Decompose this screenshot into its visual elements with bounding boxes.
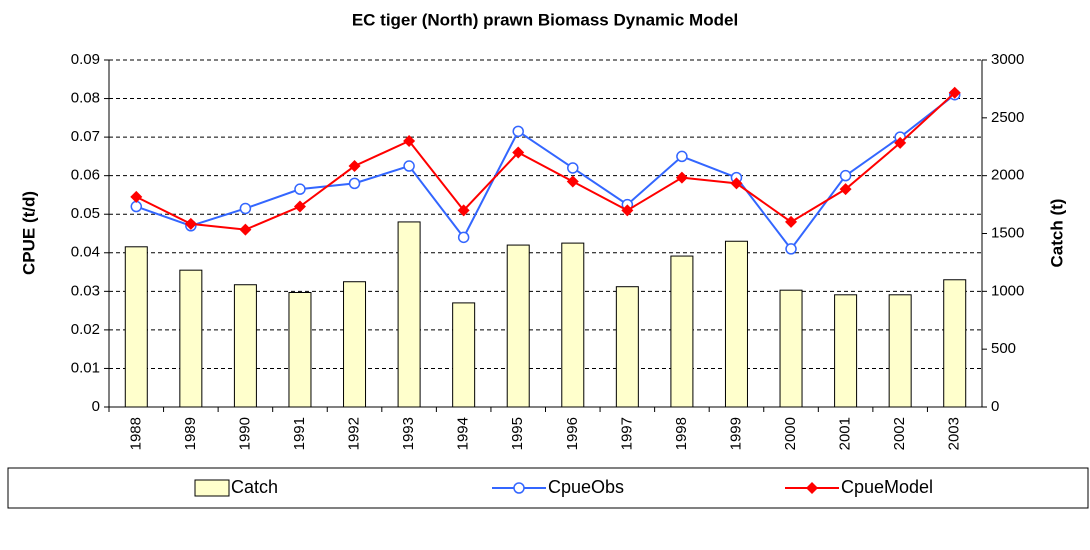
bar [561, 242, 585, 408]
y2-axis-title: Catch (t) [1047, 199, 1066, 268]
y2-tick-label: 3000 [991, 51, 1024, 68]
point [621, 204, 634, 217]
y2-tick-label: 500 [991, 340, 1016, 357]
legend-label: Catch [231, 477, 278, 497]
x-tick-label: 1994 [455, 417, 472, 450]
point [839, 169, 852, 182]
point [239, 223, 252, 236]
bar [288, 291, 312, 408]
point [948, 86, 961, 99]
x-tick-label: 1999 [727, 417, 744, 450]
y-tick-label: 0.01 [71, 359, 100, 376]
bar [779, 289, 803, 408]
x-tick-label: 2002 [891, 417, 908, 450]
x-tick-label: 2003 [946, 417, 963, 450]
point [512, 146, 525, 159]
bar [124, 246, 148, 408]
point [403, 134, 416, 147]
y2-tick-label: 2500 [991, 109, 1024, 126]
point [785, 215, 798, 228]
legend-marker [806, 482, 818, 494]
y2-tick-label: 2000 [991, 167, 1024, 184]
point [566, 175, 579, 188]
point [676, 150, 688, 163]
x-tick-label: 1988 [127, 417, 144, 450]
x-tick-label: 1996 [564, 417, 581, 450]
y-tick-label: 0.02 [71, 321, 100, 338]
x-tick-label: 1992 [346, 417, 363, 450]
y-tick-label: 0.09 [71, 51, 100, 68]
x-tick-label: 1995 [509, 417, 526, 450]
x-tick-label: 1998 [673, 417, 690, 450]
y-axis-title: CPUE (t/d) [19, 191, 38, 275]
point [348, 160, 361, 173]
point [785, 243, 797, 255]
bar [343, 281, 367, 408]
y-tick-label: 0.04 [71, 244, 100, 261]
legend-box [7, 467, 1089, 509]
bar [506, 244, 530, 408]
y-tick-label: 0.05 [71, 205, 100, 222]
legend-marker [513, 482, 525, 494]
point [457, 231, 470, 244]
legend-label: CpueObs [548, 477, 624, 497]
point [675, 171, 688, 184]
x-tick-label: 1991 [291, 417, 308, 450]
y-tick-label: 0.08 [71, 90, 100, 107]
point [130, 190, 143, 203]
point [567, 162, 579, 174]
bar [452, 302, 476, 408]
chart-title: EC tiger (North) prawn Biomass Dynamic M… [352, 10, 738, 29]
x-tick-label: 1993 [400, 417, 417, 450]
point [184, 217, 197, 230]
point [239, 202, 252, 215]
y2-tick-label: 1500 [991, 224, 1024, 241]
point [839, 183, 852, 196]
bar [888, 294, 912, 408]
bar [943, 279, 967, 408]
x-tick-label: 1989 [182, 417, 199, 450]
point [730, 177, 743, 190]
bar [179, 269, 203, 408]
point [130, 200, 143, 213]
bar [834, 294, 858, 408]
point [294, 183, 306, 195]
x-tick-label: 1997 [618, 417, 635, 450]
y2-tick-label: 0 [991, 398, 999, 415]
point [348, 177, 361, 190]
bar [670, 255, 694, 408]
x-tick-label: 2000 [782, 417, 799, 450]
legend-swatch [194, 479, 230, 497]
y-tick-label: 0.06 [71, 167, 100, 184]
point [894, 136, 907, 149]
line [135, 93, 956, 251]
bar [233, 284, 257, 408]
bar [615, 286, 639, 408]
legend-label: CpueModel [841, 477, 933, 497]
y2-tick-label: 1000 [991, 282, 1024, 299]
y-tick-label: 0.07 [71, 128, 100, 145]
point [293, 200, 306, 213]
y-tick-label: 0.03 [71, 282, 100, 299]
point [403, 160, 415, 172]
y-tick-label: 0 [92, 398, 100, 415]
point [512, 125, 524, 138]
bar [724, 240, 748, 408]
bar [397, 221, 421, 408]
line [135, 92, 956, 231]
x-tick-label: 2001 [837, 417, 854, 450]
point [457, 204, 470, 217]
x-tick-label: 1990 [236, 417, 253, 450]
